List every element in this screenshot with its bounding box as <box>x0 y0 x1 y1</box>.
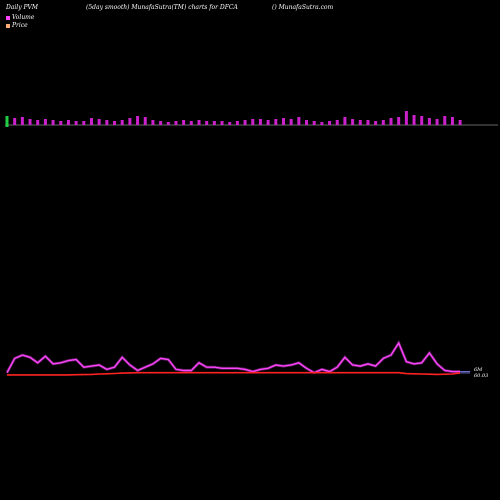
volume-bar <box>289 119 293 125</box>
volume-bar <box>82 121 86 125</box>
volume-bar <box>381 120 385 125</box>
volume-bar <box>66 120 70 125</box>
volume-bar <box>74 121 78 125</box>
volume-bar <box>320 122 324 125</box>
legend-price-swatch <box>6 23 10 28</box>
volume-bar <box>366 120 370 125</box>
volume-end-label: 6M <box>474 367 483 373</box>
volume-bar <box>212 121 216 125</box>
volume-bar <box>335 120 339 125</box>
volume-bar <box>228 122 232 125</box>
volume-bar <box>397 117 401 125</box>
volume-bar <box>443 116 447 125</box>
volume-bar <box>151 120 155 125</box>
legend-volume-label: Volume <box>12 14 35 21</box>
volume-bar <box>205 121 209 125</box>
volume-bar <box>143 117 147 125</box>
volume-bar <box>243 120 247 125</box>
volume-bar <box>20 117 24 125</box>
price-end-label: 60.03 <box>474 373 488 379</box>
volume-bar <box>404 111 408 125</box>
volume-bar <box>36 120 40 125</box>
volume-bar <box>343 117 347 125</box>
volume-bar <box>450 117 454 125</box>
volume-bar <box>458 120 462 125</box>
volume-bar <box>28 119 32 125</box>
volume-bar <box>305 120 309 125</box>
volume-bar <box>312 121 316 125</box>
volume-bar <box>97 119 101 125</box>
volume-bar <box>427 118 431 125</box>
volume-bar <box>136 116 140 125</box>
volume-bar <box>389 118 393 125</box>
volume-bar <box>89 118 93 125</box>
volume-bar <box>128 118 132 125</box>
chart-title: (5day smooth) MunafaSutra(TM) charts for… <box>86 4 238 11</box>
chart-type-label: Daily PVM <box>6 4 39 11</box>
price-line <box>7 371 461 376</box>
volume-bar <box>189 121 193 125</box>
volume-bar <box>59 121 63 125</box>
volume-bar <box>113 121 117 125</box>
volume-bar <box>266 120 270 125</box>
volume-bar <box>258 119 262 125</box>
volume-bar <box>281 118 285 125</box>
volume-bar <box>182 120 186 125</box>
volume-line <box>6 341 461 374</box>
volume-bar <box>274 119 278 125</box>
volume-bar <box>166 122 170 125</box>
volume-bar <box>374 121 378 125</box>
volume-bar <box>412 115 416 125</box>
volume-bar <box>105 120 109 125</box>
volume-bar <box>351 119 355 125</box>
volume-bar <box>120 120 124 125</box>
volume-bar <box>13 118 17 125</box>
volume-bar <box>5 116 9 125</box>
legend-price: Price <box>6 22 28 29</box>
volume-bar <box>420 116 424 125</box>
volume-bar <box>220 121 224 125</box>
volume-bar-down <box>5 125 9 127</box>
volume-bar <box>297 117 301 125</box>
volume-bar <box>174 121 178 125</box>
volume-bar <box>159 121 163 125</box>
volume-bar <box>435 119 439 125</box>
legend-price-label: Price <box>12 22 28 29</box>
volume-bar <box>235 121 239 125</box>
volume-bar <box>51 120 55 125</box>
volume-bar <box>197 120 201 125</box>
volume-bar <box>328 121 332 125</box>
volume-bar <box>43 119 47 125</box>
site-credit: () MunafaSutra.com <box>272 4 334 11</box>
volume-bar <box>358 120 362 125</box>
legend-volume: Volume <box>6 14 34 21</box>
legend-volume-swatch <box>6 15 10 20</box>
volume-bar <box>251 119 255 125</box>
